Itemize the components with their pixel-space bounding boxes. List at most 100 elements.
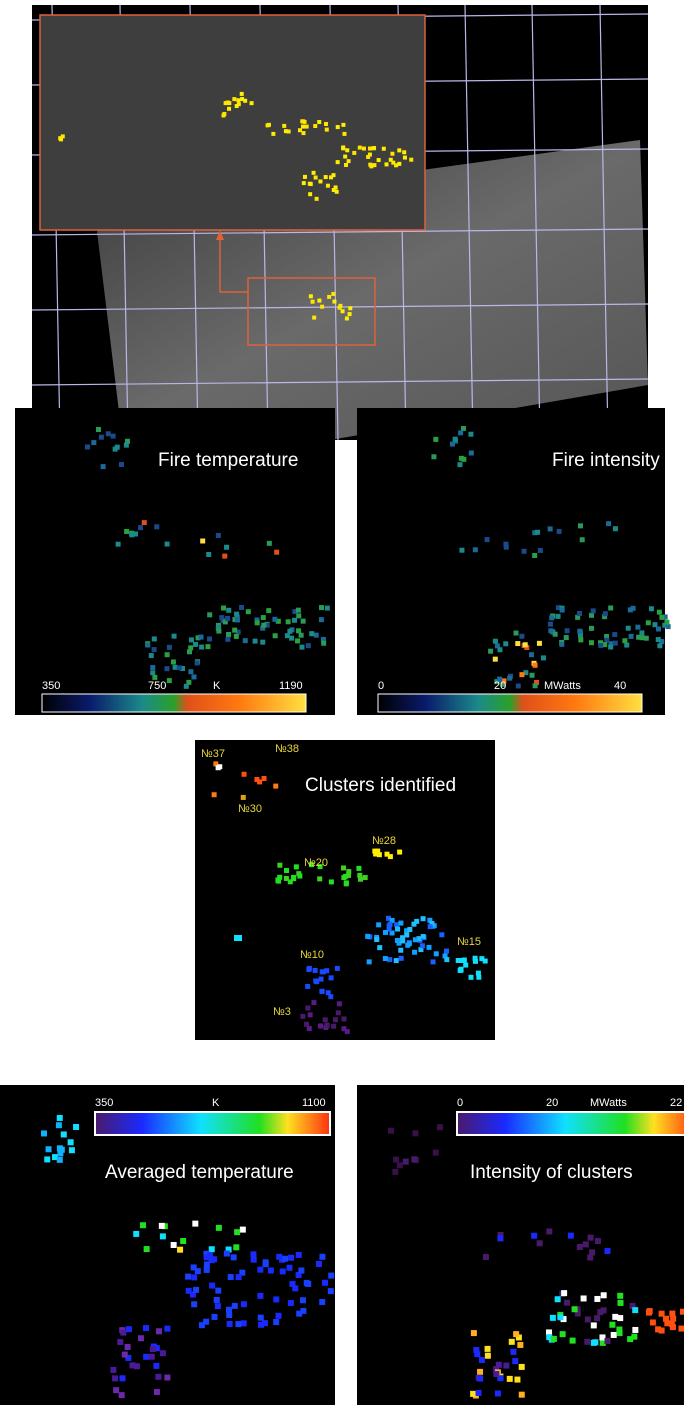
- pixel: [328, 1273, 334, 1279]
- pixel: [538, 548, 543, 553]
- pixel: [180, 1238, 186, 1244]
- pixel: [519, 672, 524, 677]
- pixel: [300, 1297, 306, 1303]
- pixel: [493, 657, 498, 662]
- pixel: [299, 633, 304, 638]
- pixel: [318, 179, 322, 183]
- fire-temperature-panel: Fire temperature 350 750 K 1190: [15, 408, 335, 715]
- pixel: [184, 684, 189, 689]
- pixel: [471, 1330, 477, 1336]
- pixel: [398, 948, 403, 953]
- pixel: [591, 608, 596, 613]
- pixel: [390, 152, 394, 156]
- pixel: [273, 784, 278, 789]
- pixel: [191, 1301, 197, 1307]
- pixel: [286, 1265, 292, 1271]
- pixel: [331, 1024, 336, 1029]
- pixel: [332, 173, 336, 177]
- pixel: [533, 683, 538, 688]
- pixel: [336, 125, 340, 129]
- pixel: [296, 613, 301, 618]
- pixel: [124, 529, 129, 534]
- pixel: [57, 1115, 63, 1121]
- pixel: [565, 628, 570, 633]
- pixel: [473, 956, 478, 961]
- pixel: [317, 120, 321, 124]
- pixel: [636, 635, 641, 640]
- pixel: [155, 1374, 161, 1380]
- pixel: [177, 665, 182, 670]
- pixel: [165, 666, 170, 671]
- pixel: [453, 437, 458, 442]
- pixel: [211, 1314, 217, 1320]
- pixel: [236, 1274, 242, 1280]
- pixel: [589, 613, 594, 618]
- pixel: [303, 175, 307, 179]
- pixel: [304, 1022, 309, 1027]
- pixel: [282, 1256, 288, 1262]
- pixel: [646, 620, 651, 625]
- pixel: [397, 1162, 403, 1168]
- pixel: [605, 1338, 611, 1344]
- pixel: [61, 1131, 67, 1137]
- cluster-label: №30: [238, 803, 262, 815]
- pixel: [589, 1249, 595, 1255]
- pixel: [314, 633, 319, 638]
- cluster-label: №38: [275, 743, 299, 755]
- pixel: [115, 445, 120, 450]
- pixel: [320, 969, 325, 974]
- pixel: [234, 1229, 240, 1235]
- pixel: [345, 316, 349, 320]
- pixel: [664, 620, 669, 625]
- pixel: [243, 638, 248, 643]
- pixel: [57, 1157, 63, 1163]
- pixel: [497, 647, 502, 652]
- pixel: [595, 1238, 601, 1244]
- pixel: [228, 1274, 234, 1280]
- pixel: [143, 1325, 149, 1331]
- pixel: [635, 625, 640, 630]
- scale-label: 0: [457, 1097, 463, 1109]
- pixel: [140, 1222, 146, 1228]
- pixel: [632, 1327, 638, 1333]
- pixel: [556, 614, 561, 619]
- pixel: [517, 1342, 523, 1348]
- pixel: [250, 1251, 256, 1257]
- pixel: [407, 927, 412, 932]
- pixel: [457, 462, 462, 467]
- pixel: [323, 1017, 328, 1022]
- pixel: [317, 299, 321, 303]
- pixel: [412, 950, 417, 955]
- pixel: [226, 608, 231, 613]
- pixel: [553, 632, 558, 637]
- pixel: [271, 132, 275, 136]
- pixel: [122, 1352, 128, 1358]
- pixel: [280, 1268, 286, 1274]
- pixel: [431, 454, 436, 459]
- pixel: [400, 938, 405, 943]
- pixel: [167, 645, 172, 650]
- pixel: [199, 645, 204, 650]
- pixel: [601, 1292, 607, 1298]
- pixel: [300, 1308, 306, 1314]
- pixel: [474, 1351, 480, 1357]
- pixel: [513, 1331, 519, 1337]
- pixel: [577, 629, 582, 634]
- pixel: [216, 1225, 222, 1231]
- pixel: [403, 1159, 409, 1165]
- pixel: [258, 1322, 264, 1328]
- scale-label: 1190: [279, 680, 303, 692]
- pixel: [313, 124, 317, 128]
- pixel: [189, 637, 194, 642]
- pixel: [262, 776, 267, 781]
- pixel: [356, 866, 361, 871]
- pixel: [173, 665, 178, 670]
- pixel: [241, 1320, 247, 1326]
- pixel: [309, 631, 314, 636]
- pixel: [374, 937, 379, 942]
- figure: Fire temperature 350 750 K 1190 Fire int…: [0, 0, 684, 1405]
- pixel: [312, 171, 316, 175]
- scale-label: 350: [42, 680, 60, 692]
- pixel: [319, 1299, 325, 1305]
- pixel: [91, 440, 96, 445]
